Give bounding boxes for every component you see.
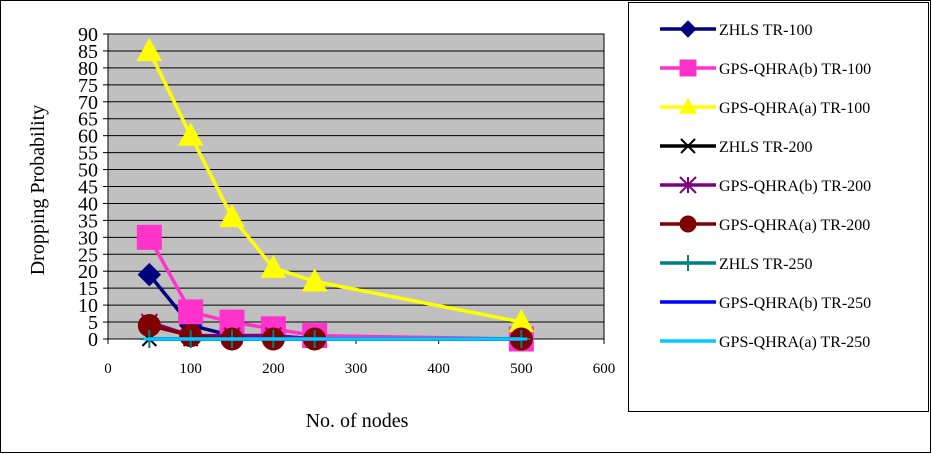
y-tick-label: 40 bbox=[78, 193, 98, 215]
y-tick-label: 20 bbox=[78, 261, 98, 283]
legend-label: ZHLS TR-250 bbox=[719, 256, 812, 273]
data-point bbox=[679, 97, 697, 114]
data-point bbox=[301, 268, 328, 292]
data-point bbox=[680, 255, 696, 271]
legend-label: ZHLS TR-200 bbox=[719, 139, 812, 156]
legend-entry: GPS-QHRA(b) TR-100 bbox=[660, 59, 871, 78]
y-tick-label: 10 bbox=[78, 295, 98, 317]
data-point bbox=[680, 138, 696, 154]
data-point bbox=[137, 262, 162, 287]
x-tick-label: 300 bbox=[345, 361, 368, 377]
legend-box bbox=[628, 2, 929, 412]
legend-entry: ZHLS TR-250 bbox=[660, 255, 812, 273]
y-tick-label: 45 bbox=[78, 177, 98, 199]
legend-label: GPS-QHRA(b) TR-250 bbox=[719, 295, 871, 312]
x-tick-label: 500 bbox=[510, 361, 533, 377]
y-tick-label: 60 bbox=[78, 126, 98, 148]
data-point bbox=[679, 215, 697, 233]
x-axis-title: No. of nodes bbox=[306, 410, 409, 432]
y-tick-label: 35 bbox=[78, 210, 98, 232]
legend-label: ZHLS TR-100 bbox=[719, 22, 812, 39]
y-tick-label: 25 bbox=[78, 244, 98, 266]
series bbox=[136, 37, 535, 333]
y-tick-label: 65 bbox=[78, 109, 98, 131]
y-tick-label: 75 bbox=[78, 75, 98, 97]
legend-entry: GPS-QHRA(a) TR-200 bbox=[660, 215, 870, 234]
legend-label: GPS-QHRA(a) TR-250 bbox=[719, 334, 870, 351]
series-line bbox=[147, 50, 522, 324]
x-tick-label: 0 bbox=[104, 361, 112, 377]
legend-entry: GPS-QHRA(a) TR-250 bbox=[660, 334, 870, 351]
legend-entry: GPS-QHRA(b) TR-200 bbox=[660, 176, 871, 195]
x-tick-label: 400 bbox=[427, 361, 450, 377]
y-tick-label: 50 bbox=[78, 160, 98, 182]
data-point bbox=[679, 20, 697, 38]
y-axis-title: Dropping Probability bbox=[27, 105, 49, 276]
x-tick-label: 600 bbox=[593, 361, 616, 377]
data-point bbox=[679, 176, 697, 194]
legend-entry: GPS-QHRA(b) TR-250 bbox=[660, 295, 871, 312]
data-point bbox=[178, 299, 204, 325]
data-point bbox=[177, 122, 204, 146]
y-tick-label: 15 bbox=[78, 278, 98, 300]
legend-label: GPS-QHRA(a) TR-200 bbox=[719, 217, 870, 234]
y-tick-label: 70 bbox=[78, 92, 98, 114]
legend-entry: ZHLS TR-200 bbox=[660, 138, 812, 156]
y-tick-label: 80 bbox=[78, 58, 98, 80]
y-tick-label: 5 bbox=[88, 312, 98, 334]
legend-label: GPS-QHRA(b) TR-100 bbox=[719, 61, 871, 78]
y-tick-label: 90 bbox=[78, 24, 98, 46]
legend-label: GPS-QHRA(a) TR-100 bbox=[719, 100, 870, 117]
y-tick-label: 55 bbox=[78, 143, 98, 165]
x-tick-label: 200 bbox=[262, 361, 285, 377]
legend-entry: GPS-QHRA(a) TR-100 bbox=[660, 97, 870, 117]
data-point bbox=[136, 37, 163, 62]
data-point bbox=[679, 59, 697, 77]
y-tick-label: 85 bbox=[78, 41, 98, 63]
legend: ZHLS TR-100 GPS-QHRA(b) TR-100 GPS-QHRA(a)… bbox=[660, 20, 871, 351]
data-point bbox=[219, 203, 245, 228]
y-tick-label: 30 bbox=[78, 227, 98, 249]
data-point bbox=[260, 254, 287, 278]
y-tick-label: 0 bbox=[88, 329, 98, 351]
legend-entry: ZHLS TR-100 bbox=[660, 20, 812, 39]
x-tick-label: 100 bbox=[179, 361, 202, 377]
legend-label: GPS-QHRA(b) TR-200 bbox=[719, 178, 871, 195]
data-point bbox=[136, 224, 162, 250]
